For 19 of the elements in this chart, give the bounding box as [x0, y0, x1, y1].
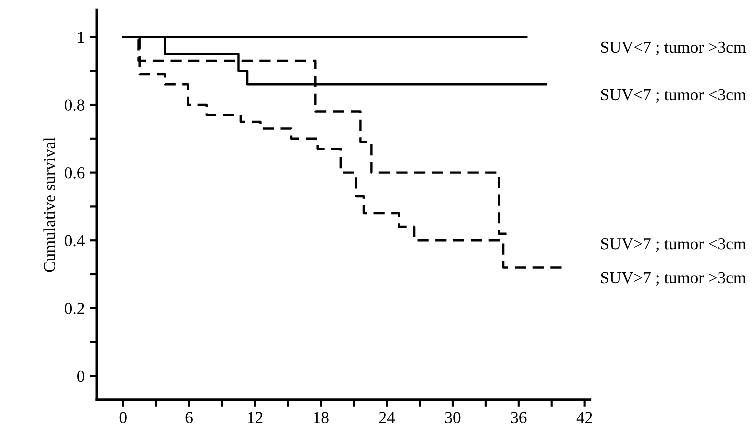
x-tick-label: 0	[120, 412, 127, 424]
x-tick-label: 42	[576, 412, 592, 424]
y-tick-label: 0.6	[65, 168, 85, 179]
x-tick-label: 18	[314, 412, 329, 424]
y-tick-label: 0.2	[65, 303, 84, 314]
text: SUV<7 ; tumor <3cm	[601, 89, 746, 103]
text: SUV<7 ; tumor >3cm	[601, 42, 746, 56]
x-tick-label: 6	[186, 412, 193, 424]
y-axis-title: Cumulative survival	[44, 138, 56, 272]
text: SUV>7 ; tumor >3cm	[601, 272, 746, 286]
text: SUV>7 ; tumor <3cm	[601, 238, 746, 252]
x-tick-label: 36	[511, 412, 527, 424]
y-tick-label: 1	[78, 32, 84, 43]
x-tick-label: 30	[445, 412, 461, 424]
x-tick-label: 24	[379, 412, 396, 424]
y-tick-label: 0.8	[65, 100, 85, 112]
y-tick-label: 0	[78, 370, 85, 382]
y-tick-label: 0.4	[65, 235, 85, 247]
x-tick-label: 12	[248, 412, 263, 424]
